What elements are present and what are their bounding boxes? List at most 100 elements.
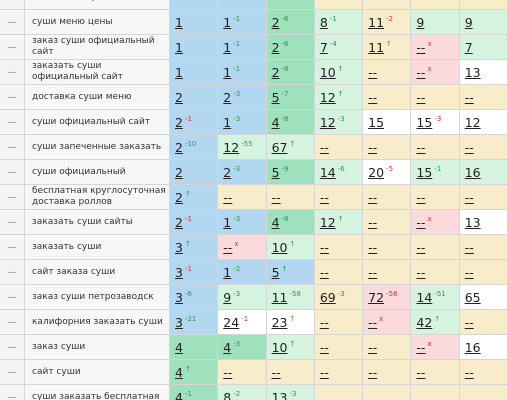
position-value[interactable]: 3 (175, 239, 183, 255)
position-value[interactable]: 2 (223, 89, 232, 105)
position-value[interactable]: 1 (223, 64, 232, 80)
position-value[interactable]: 1 (223, 214, 232, 230)
position-value[interactable]: -- (319, 139, 329, 155)
position-value[interactable]: 65 (464, 289, 481, 305)
position-value[interactable]: -- (416, 89, 426, 105)
position-value[interactable]: -- (319, 314, 329, 330)
position-value[interactable]: 10 (271, 239, 288, 255)
position-value[interactable]: -- (319, 339, 329, 355)
position-value[interactable]: 8 (223, 389, 232, 400)
position-value[interactable]: -- (319, 364, 329, 380)
position-value[interactable]: -- (464, 364, 474, 380)
position-value[interactable]: 9 (464, 14, 473, 30)
position-value[interactable]: 3 (175, 289, 183, 305)
position-value[interactable]: -- (464, 264, 474, 280)
position-value[interactable]: -- (223, 189, 233, 205)
position-value[interactable]: -- (416, 214, 426, 230)
position-value[interactable]: 12 (319, 89, 336, 105)
position-value[interactable]: 4 (223, 339, 232, 355)
position-value[interactable]: 14 (416, 289, 433, 305)
position-value[interactable]: -- (416, 364, 426, 380)
position-value[interactable]: -- (368, 189, 378, 205)
position-value[interactable]: -- (271, 189, 281, 205)
position-value[interactable]: -- (416, 189, 426, 205)
position-value[interactable]: -- (464, 139, 474, 155)
position-value[interactable]: -- (223, 364, 233, 380)
position-value[interactable]: 2 (175, 114, 183, 130)
position-value[interactable]: -- (368, 139, 378, 155)
position-value[interactable]: 16 (464, 164, 481, 180)
position-value[interactable]: -- (368, 264, 378, 280)
position-value[interactable]: -- (271, 364, 281, 380)
position-value[interactable]: -- (368, 364, 378, 380)
position-value[interactable]: 10 (271, 339, 288, 355)
position-value[interactable]: 69 (319, 289, 336, 305)
position-value[interactable]: 1 (223, 14, 232, 30)
position-value[interactable]: 12 (464, 114, 481, 130)
position-value[interactable]: -- (464, 189, 474, 205)
position-value[interactable]: 13 (464, 64, 481, 80)
position-value[interactable]: -- (368, 239, 378, 255)
position-value[interactable]: 5 (271, 89, 280, 105)
position-value[interactable]: 2 (175, 189, 183, 205)
position-value[interactable]: -- (416, 239, 426, 255)
position-value[interactable]: -- (368, 314, 378, 330)
position-value[interactable]: 4 (175, 389, 183, 400)
position-value[interactable]: 4 (271, 214, 280, 230)
position-value[interactable]: 8 (319, 14, 328, 30)
position-value[interactable]: 1 (175, 39, 183, 55)
position-value[interactable]: 12 (319, 114, 336, 130)
position-value[interactable]: 5 (271, 264, 280, 280)
position-value[interactable]: 13 (464, 214, 481, 230)
position-value[interactable]: 4 (271, 114, 280, 130)
position-value[interactable]: -- (416, 264, 426, 280)
position-value[interactable]: -- (223, 239, 233, 255)
position-value[interactable]: 11 (271, 289, 288, 305)
position-value[interactable]: 3 (175, 314, 183, 330)
position-value[interactable]: 1 (175, 14, 183, 30)
position-value[interactable]: 9 (223, 289, 232, 305)
position-value[interactable]: 1 (175, 64, 183, 80)
position-value[interactable]: 7 (464, 39, 473, 55)
position-value[interactable]: 2 (175, 139, 183, 155)
position-value[interactable]: -- (464, 239, 474, 255)
position-value[interactable]: 42 (416, 314, 433, 330)
position-value[interactable]: 12 (223, 139, 240, 155)
position-value[interactable]: -- (416, 39, 426, 55)
position-value[interactable]: 2 (271, 14, 280, 30)
position-value[interactable]: 12 (319, 214, 336, 230)
position-value[interactable]: 3 (175, 264, 183, 280)
position-value[interactable]: -- (368, 339, 378, 355)
position-value[interactable]: -- (464, 89, 474, 105)
position-value[interactable]: -- (416, 339, 426, 355)
position-value[interactable]: -- (416, 64, 426, 80)
position-value[interactable]: -- (416, 139, 426, 155)
position-value[interactable]: 16 (464, 339, 481, 355)
position-value[interactable]: -- (319, 264, 329, 280)
position-value[interactable]: 15 (416, 164, 433, 180)
position-value[interactable]: 1 (223, 264, 232, 280)
position-value[interactable]: 4 (175, 364, 183, 380)
position-value[interactable]: 15 (416, 114, 433, 130)
position-value[interactable]: 9 (416, 14, 425, 30)
position-value[interactable]: 72 (368, 289, 385, 305)
position-value[interactable]: 24 (223, 314, 240, 330)
position-value[interactable]: 11 (368, 39, 385, 55)
position-value[interactable]: 2 (223, 164, 232, 180)
position-value[interactable]: -- (319, 189, 329, 205)
position-value[interactable]: -- (368, 89, 378, 105)
position-value[interactable]: -- (368, 64, 378, 80)
position-value[interactable]: 2 (271, 64, 280, 80)
position-value[interactable]: 2 (175, 214, 183, 230)
position-value[interactable]: 5 (271, 164, 280, 180)
position-value[interactable]: 2 (271, 39, 280, 55)
position-value[interactable]: 2 (175, 89, 183, 105)
position-value[interactable]: 14 (319, 164, 336, 180)
position-value[interactable]: 1 (223, 39, 232, 55)
position-value[interactable]: -- (368, 214, 378, 230)
position-value[interactable]: 20 (368, 164, 385, 180)
position-value[interactable]: 67 (271, 139, 288, 155)
position-value[interactable]: 10 (319, 64, 336, 80)
position-value[interactable]: 13 (271, 389, 288, 400)
position-value[interactable]: 15 (368, 114, 385, 130)
